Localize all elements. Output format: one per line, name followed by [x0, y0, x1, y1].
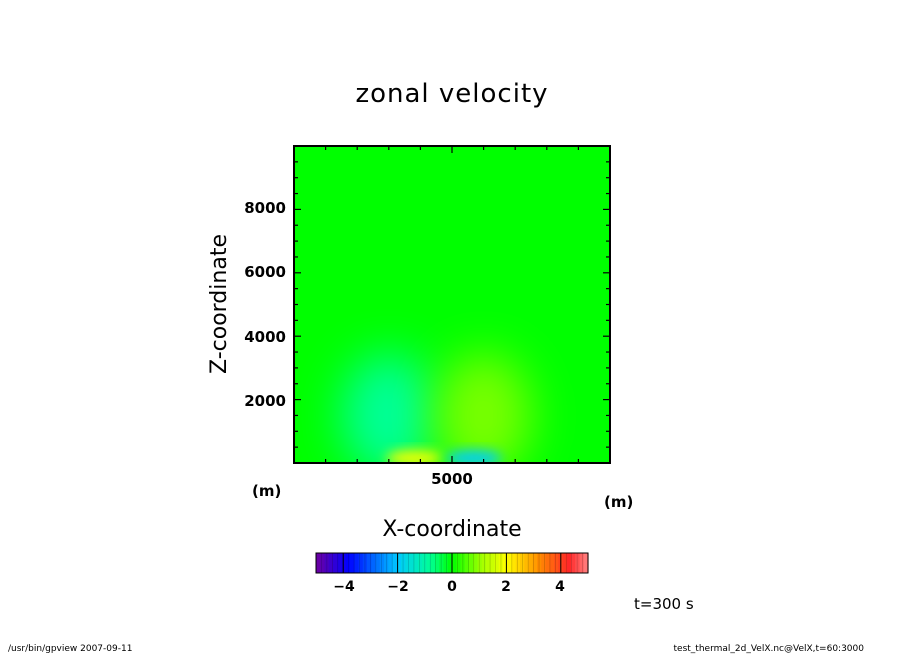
colorbar-segment	[524, 553, 530, 573]
colorbar-segment	[515, 553, 521, 573]
colorbar-segment	[490, 553, 496, 573]
colorbar-segment	[435, 553, 440, 573]
colorbar-segment	[477, 553, 483, 573]
colorbar-segment	[532, 553, 538, 573]
time-label: t=300 s	[634, 595, 694, 613]
colorbar-segment	[430, 553, 436, 573]
colorbar-segment	[354, 553, 360, 573]
colorbar-segment	[473, 553, 479, 573]
footer-left: /usr/bin/gpview 2007-09-11	[8, 644, 132, 654]
colorbar-segment	[583, 553, 589, 573]
colorbar-segment	[503, 553, 508, 573]
heatmap-field	[294, 146, 610, 463]
colorbar-segment	[562, 553, 568, 573]
colorbar-segment	[507, 553, 513, 573]
colorbar-tick-label: 2	[501, 579, 511, 595]
colorbar-segment	[486, 553, 491, 573]
colorbar-tick-label: 0	[447, 579, 457, 595]
colorbar-segment	[316, 553, 321, 573]
colorbar-segment	[384, 553, 389, 573]
colorbar-segment	[545, 553, 551, 573]
y-unit-label: (m)	[252, 482, 281, 500]
colorbar-segment	[571, 553, 576, 573]
y-tick-label: 8000	[244, 199, 286, 217]
footer-right: test_thermal_2d_VelX.nc@VelX,t=60:3000	[674, 644, 865, 654]
y-tick-labels: 8000 6000 4000 2000	[244, 199, 286, 410]
colorbar-segment	[392, 553, 398, 573]
colorbar-segment	[379, 553, 385, 573]
colorbar-segment	[469, 553, 474, 573]
colorbar-segment	[418, 553, 423, 573]
y-tick-label: 2000	[244, 392, 286, 410]
colorbar	[315, 553, 589, 573]
x-tick-label: 5000	[431, 470, 473, 488]
colorbar-segment	[537, 553, 542, 573]
colorbar-segment	[541, 553, 547, 573]
colorbar-segment	[549, 553, 555, 573]
colorbar-segment	[579, 553, 585, 573]
colorbar-segment	[447, 553, 453, 573]
colorbar-segment	[464, 553, 470, 573]
colorbar-segment	[358, 553, 364, 573]
colorbar-tick-label: −2	[387, 579, 408, 595]
colorbar-segment	[481, 553, 487, 573]
colorbar-segment	[345, 553, 351, 573]
y-axis-label: Z-coordinate	[207, 234, 232, 374]
colorbar-segment	[511, 553, 517, 573]
colorbar-segment	[328, 553, 334, 573]
colorbar-segment	[405, 553, 411, 573]
colorbar-segment	[575, 553, 581, 573]
colorbar-segment	[520, 553, 525, 573]
x-unit-label: (m)	[604, 493, 633, 511]
colorbar-segment	[341, 553, 347, 573]
colorbar-segment	[494, 553, 500, 573]
colorbar-segment	[422, 553, 428, 573]
colorbar-segment	[388, 553, 394, 573]
y-tick-label: 4000	[244, 328, 286, 346]
colorbar-tick-label: −4	[333, 579, 355, 595]
colorbar-segment	[375, 553, 381, 573]
colorbar-segment	[528, 553, 534, 573]
heatmap-anomaly	[386, 450, 443, 463]
colorbar-tick-labels: −4 −2 0 2 4	[333, 579, 565, 595]
x-axis-label: X-coordinate	[382, 517, 521, 542]
colorbar-segment	[337, 553, 343, 573]
colorbar-tick-label: 4	[555, 579, 565, 595]
colorbar-segment	[350, 553, 355, 573]
colorbar-segment	[320, 553, 326, 573]
colorbar-segment	[333, 553, 338, 573]
colorbar-segment	[443, 553, 449, 573]
colorbar-segment	[566, 553, 572, 573]
colorbar-segment	[498, 553, 504, 573]
colorbar-segment	[371, 553, 377, 573]
colorbar-segment	[452, 553, 457, 573]
colorbar-segment	[439, 553, 445, 573]
chart-title: zonal velocity	[355, 79, 548, 109]
colorbar-segment	[401, 553, 406, 573]
heatmap-anomaly	[435, 353, 532, 463]
colorbar-segment	[460, 553, 466, 573]
colorbar-segment	[409, 553, 415, 573]
colorbar-segment	[426, 553, 432, 573]
colorbar-segment	[367, 553, 372, 573]
colorbar-segment	[456, 553, 462, 573]
colorbar-segment	[324, 553, 330, 573]
colorbar-segment	[554, 553, 559, 573]
colorbar-segment	[396, 553, 402, 573]
y-tick-label: 6000	[244, 263, 286, 281]
colorbar-segment	[362, 553, 368, 573]
colorbar-segment	[413, 553, 419, 573]
colorbar-ticks	[342, 553, 562, 573]
axis-ticks	[294, 146, 610, 463]
heatmap-anomaly	[446, 450, 503, 463]
heatmap-anomaly	[340, 353, 437, 463]
